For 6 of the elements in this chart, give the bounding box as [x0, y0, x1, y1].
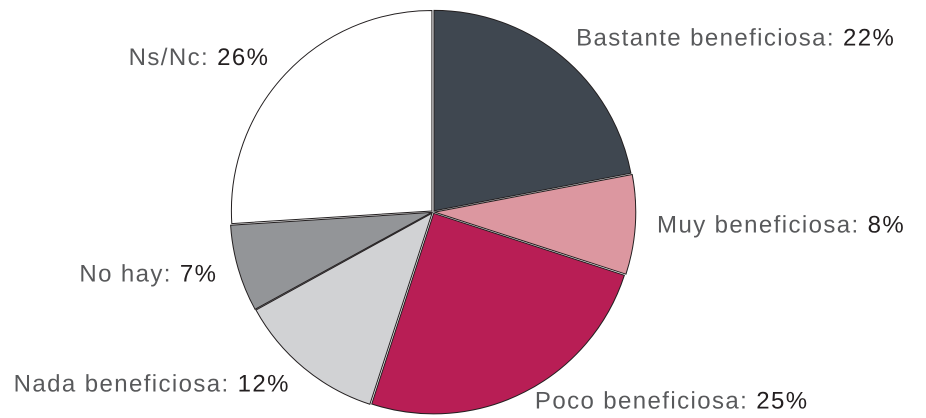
slice-label: Poco beneficiosa: 25%: [534, 388, 808, 415]
slice-label: No hay: 7%: [79, 260, 218, 288]
slice-label: Muy beneficiosa: 8%: [657, 212, 906, 239]
slice-label: Ns/Nc: 26%: [128, 44, 270, 71]
slice-label: Nada beneficiosa: 12%: [14, 370, 290, 398]
slice-label: Bastante beneficiosa: 22%: [576, 24, 896, 52]
